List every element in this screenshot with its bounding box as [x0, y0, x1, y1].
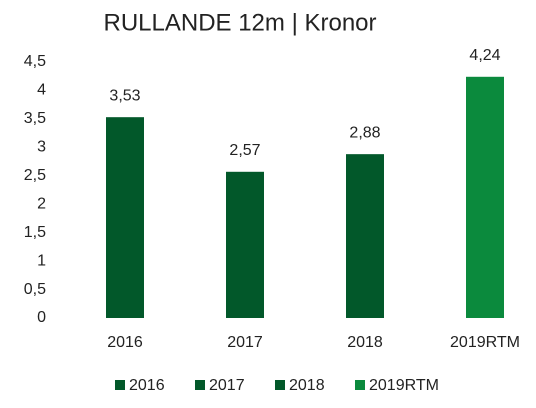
y-tick-label: 1	[37, 252, 46, 269]
x-tick-label: 2019RTM	[450, 334, 520, 351]
x-tick-label: 2018	[347, 334, 383, 351]
bar	[346, 154, 384, 318]
y-tick-label: 3	[37, 139, 46, 156]
legend-label: 2016	[129, 377, 165, 394]
y-tick-label: 0,5	[24, 281, 46, 298]
bar	[106, 117, 144, 318]
data-label: 3,53	[109, 87, 140, 104]
data-label: 4,24	[469, 47, 500, 64]
chart-title: RULLANDE 12m | Kronor	[104, 9, 377, 36]
y-tick-label: 3,5	[24, 110, 46, 127]
bar	[226, 171, 264, 318]
data-label: 2,57	[229, 142, 260, 159]
y-tick-label: 2	[37, 195, 46, 212]
y-tick-label: 2,5	[24, 167, 46, 184]
legend-swatch	[355, 380, 365, 390]
legend-label: 2018	[289, 377, 325, 394]
x-tick-label: 2016	[107, 334, 143, 351]
x-tick-label: 2017	[227, 334, 263, 351]
legend-label: 2019RTM	[369, 377, 439, 394]
y-tick-label: 4,5	[24, 53, 46, 70]
bar	[466, 76, 504, 319]
legend-swatch	[115, 380, 125, 390]
y-tick-label: 4	[37, 82, 46, 99]
legend-swatch	[275, 380, 285, 390]
data-label: 2,88	[349, 124, 380, 141]
y-tick-label: 1,5	[24, 224, 46, 241]
legend-label: 2017	[209, 377, 245, 394]
legend-swatch	[195, 380, 205, 390]
y-tick-label: 0	[37, 309, 46, 326]
